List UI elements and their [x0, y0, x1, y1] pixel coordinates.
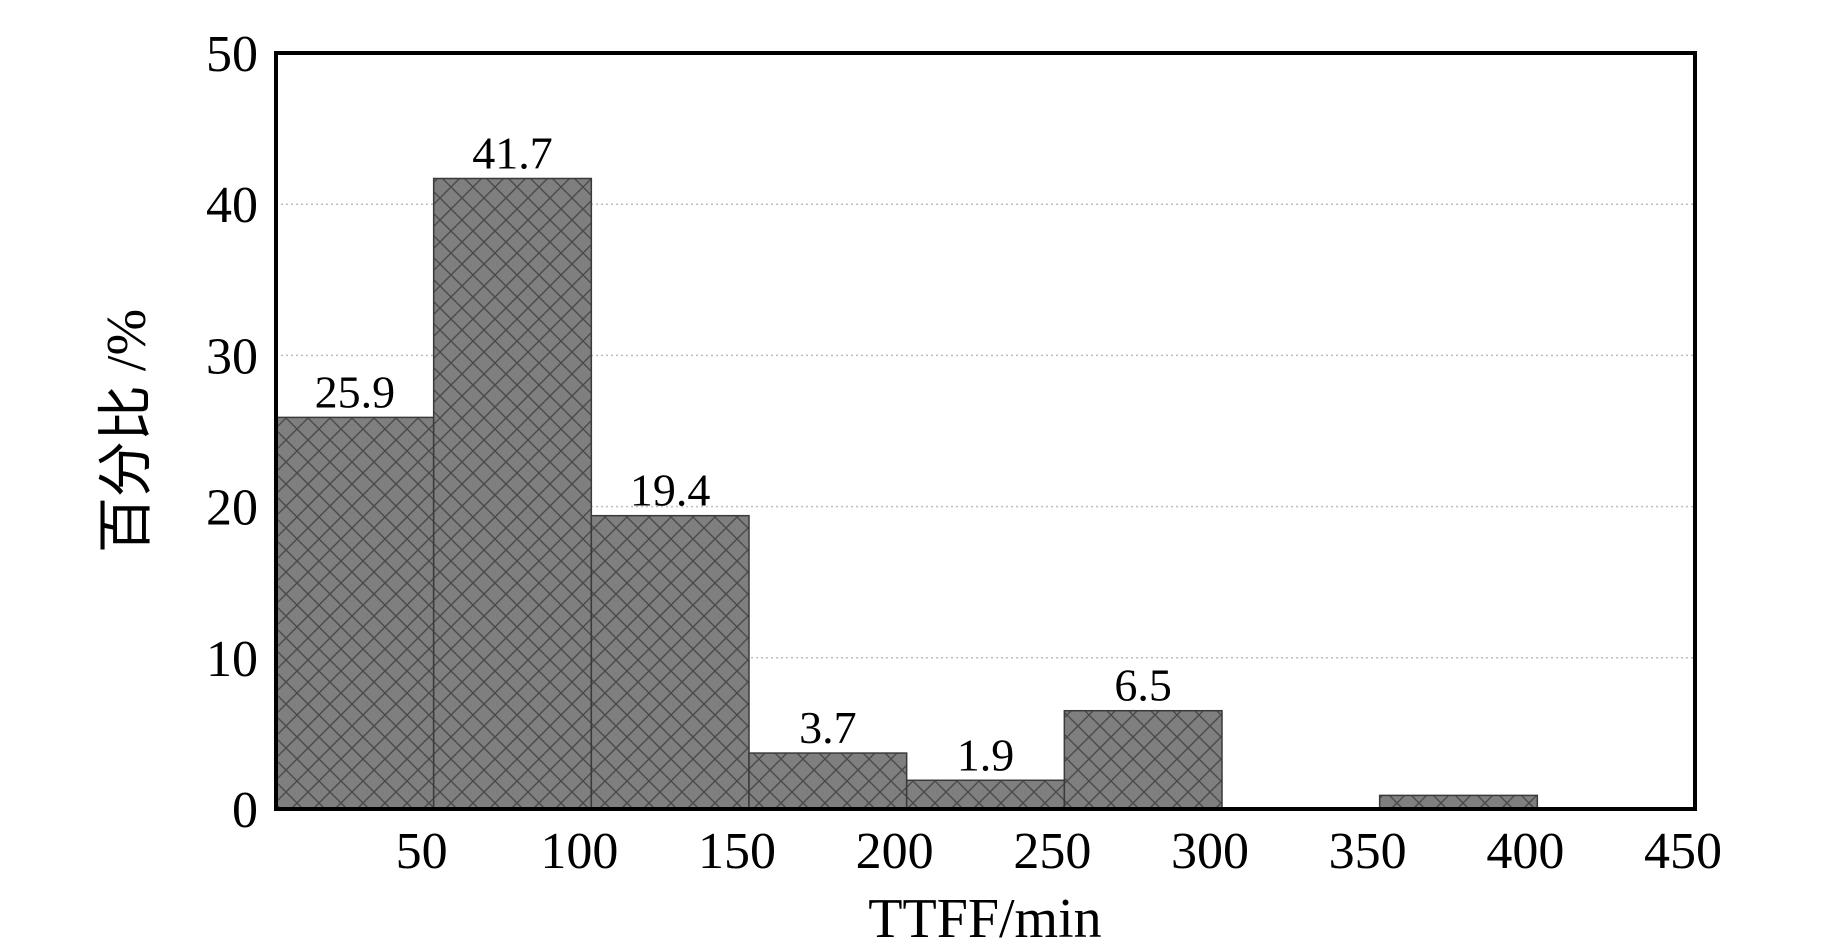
x-tick-label: 350 [1329, 823, 1407, 880]
x-axis-title: TTFF/min [868, 888, 1101, 945]
x-tick-label: 200 [856, 823, 934, 880]
x-tick-label: 300 [1171, 823, 1249, 880]
bar [1063, 709, 1223, 810]
x-tick-label: 150 [698, 823, 776, 880]
x-tick-label: 400 [1486, 823, 1564, 880]
bar-value-label: 6.5 [1114, 660, 1172, 711]
bar [432, 177, 593, 810]
bar [590, 514, 750, 810]
bar-value-label: 1.9 [957, 729, 1015, 780]
y-axis-title: 百分比 /% [96, 309, 158, 553]
y-tick-label: 20 [206, 480, 258, 537]
y-axis-ticks: 0 10 20 30 40 50 [206, 26, 258, 839]
bars [275, 177, 1539, 810]
bar [275, 416, 435, 810]
x-tick-label: 50 [396, 823, 448, 880]
x-axis-ticks: 50 100 150 200 250 300 350 400 450 [396, 823, 1722, 880]
bar-value-label: 3.7 [799, 702, 857, 753]
bar [1378, 794, 1539, 810]
x-tick-label: 450 [1644, 823, 1722, 880]
y-tick-label: 10 [206, 631, 258, 688]
y-tick-label: 0 [232, 782, 258, 839]
bar [748, 752, 908, 810]
y-tick-label: 50 [206, 26, 258, 83]
bar-value-label: 25.9 [315, 366, 396, 417]
y-tick-label: 40 [206, 177, 258, 234]
x-tick-label: 250 [1013, 823, 1091, 880]
plot-frame [274, 51, 1697, 811]
y-tick-label: 30 [206, 328, 258, 385]
bar-value-label: 19.4 [630, 465, 711, 516]
bar [905, 779, 1066, 810]
bar-value-label: 41.7 [472, 127, 553, 178]
data-labels: 25.9 41.7 19.4 3.7 1.9 6.5 [315, 127, 1172, 780]
x-tick-label: 100 [540, 823, 618, 880]
